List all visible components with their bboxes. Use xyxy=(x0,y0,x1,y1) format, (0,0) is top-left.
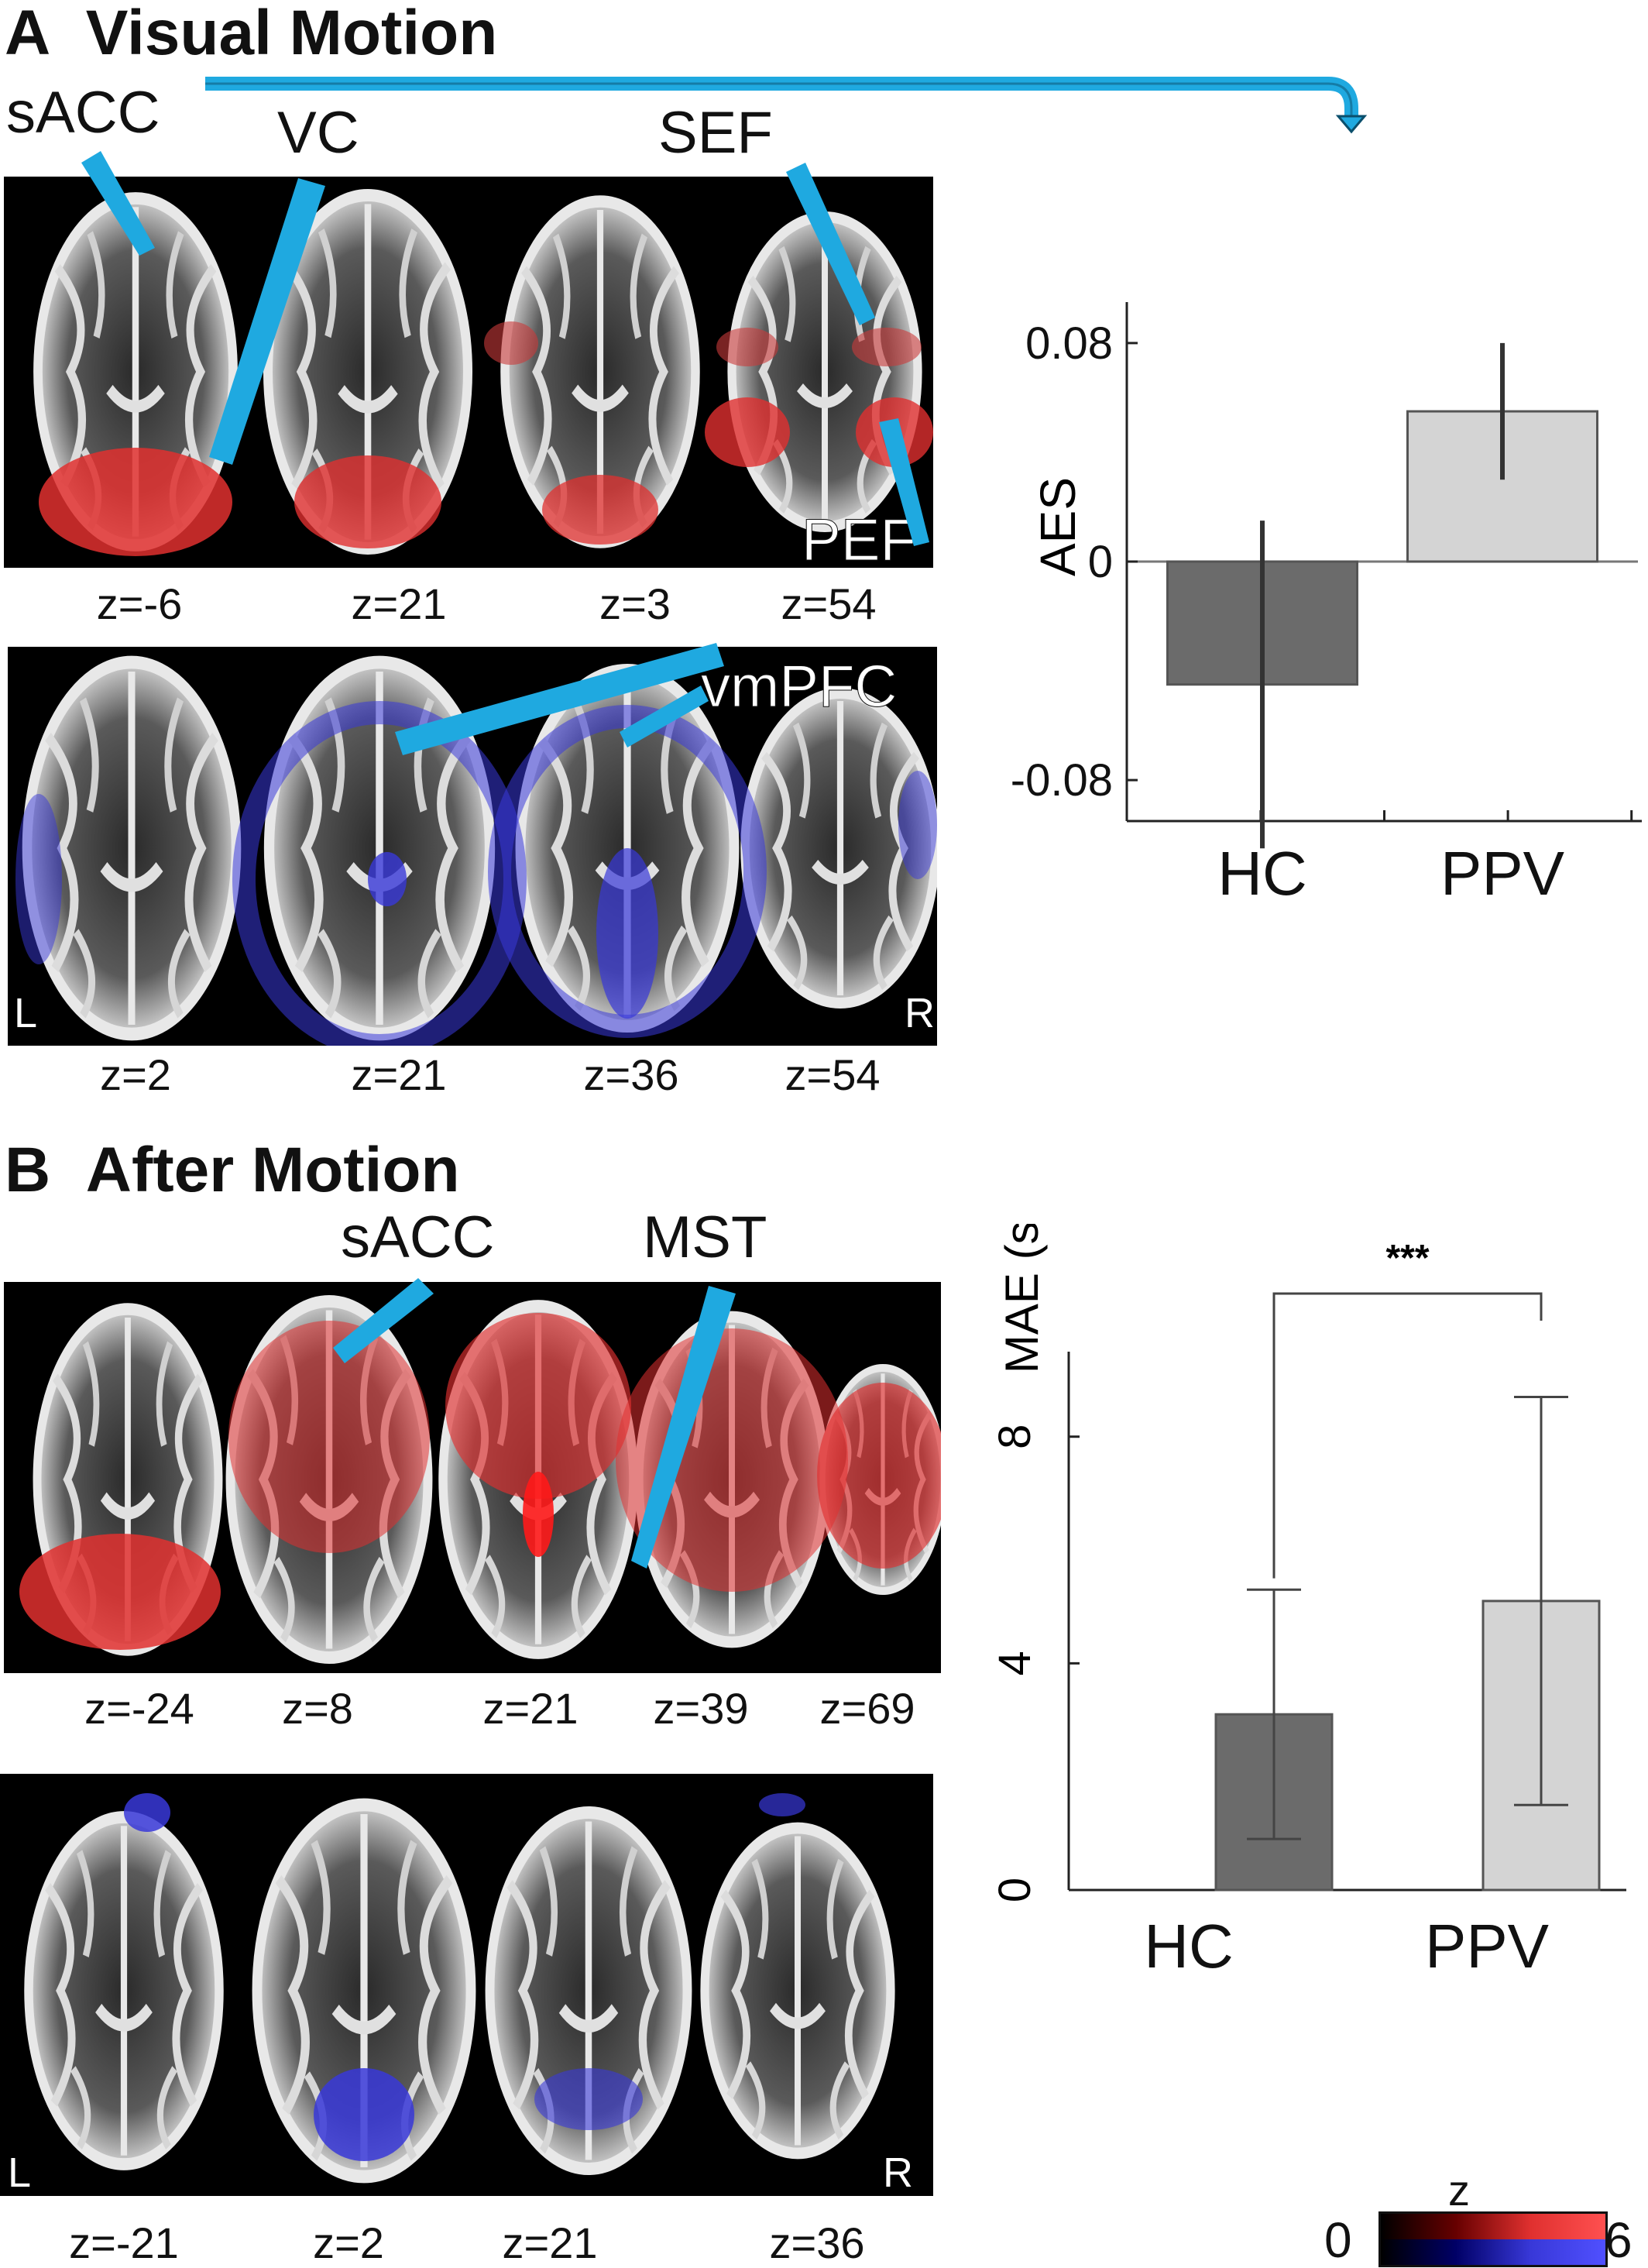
callout-vmpfc: vmPFC xyxy=(700,654,898,720)
panel-a-heading: A Visual Motion xyxy=(5,2,497,65)
z-label-b1-5: z=69 xyxy=(819,1684,915,1733)
brain-row-b2: L R xyxy=(0,1774,933,2196)
significance-bracket xyxy=(1272,1292,1543,1579)
activation-vc-2 xyxy=(294,455,441,548)
arrow-vmpfc-short xyxy=(620,686,709,747)
callout-sacc-b: sACC xyxy=(341,1204,495,1270)
activation-vc-1 xyxy=(39,448,232,556)
activation-b2-frontal xyxy=(124,1793,170,1832)
activation-b-thalamus xyxy=(523,1472,554,1557)
callout-mst: MST xyxy=(643,1204,767,1270)
orient-right-b: R xyxy=(883,2149,913,2196)
arrow-mst xyxy=(631,1286,736,1569)
colorbar-gradient xyxy=(1378,2211,1608,2267)
activation-vc-3 xyxy=(542,475,658,545)
activation-b-slice2 xyxy=(228,1321,430,1553)
arrow-sef xyxy=(786,163,875,325)
arrow-vc xyxy=(209,178,325,465)
brain-row-a1: PEF xyxy=(4,177,933,568)
orient-left-a: L xyxy=(14,990,38,1036)
colorbar-max: 6 xyxy=(1605,2212,1633,2268)
callout-vc: VC xyxy=(277,100,359,166)
z-label-b1-4: z=39 xyxy=(653,1684,749,1733)
z-label-a1-4: z=54 xyxy=(781,579,877,628)
activation-lateral-4 xyxy=(898,771,937,879)
orient-right-a: R xyxy=(905,990,935,1036)
panel-a-letter: A xyxy=(5,0,51,68)
z-label-a2-3: z=36 xyxy=(583,1050,679,1099)
activation-sef xyxy=(852,328,922,366)
brain-slices-b2 xyxy=(0,1793,933,2196)
orient-left-b: L xyxy=(8,2149,32,2196)
z-label-b2-2: z=2 xyxy=(313,2218,384,2267)
activation-b-slice3 xyxy=(445,1313,631,1499)
activation-b-cerebellum xyxy=(19,1534,221,1650)
x-tick-label-ppv: PPV xyxy=(1440,839,1565,899)
panel-b-heading: B After Motion xyxy=(5,1139,460,1202)
z-label-a1-1: z=-6 xyxy=(96,579,183,628)
brain-row-b1 xyxy=(4,1282,941,1673)
colorbar-min: 0 xyxy=(1324,2212,1352,2268)
activation-sef-l xyxy=(716,328,778,366)
activation-b2-slice3 xyxy=(534,2068,643,2130)
chart-aes: 0.08 0 -0.08 AES HC PPV xyxy=(1011,302,1642,899)
x-tick-label-hc: HC xyxy=(1217,839,1307,899)
activation-b-slice4 xyxy=(616,1328,848,1592)
z-label-b1-3: z=21 xyxy=(482,1684,579,1733)
brain-slices-a2 xyxy=(15,647,937,1046)
y-axis-label-b: MAE (s) xyxy=(996,1224,1048,1373)
x-tick-label-hc-b: HC xyxy=(1144,1912,1234,1981)
chart-mae: 0 4 8 MAE (s) HC PPV *** xyxy=(990,1224,1626,1981)
panel-b-arrows xyxy=(333,1278,736,1569)
callout-sef: SEF xyxy=(658,100,773,166)
y-axis-label-a: AES xyxy=(1030,477,1086,576)
activation-pcc xyxy=(596,848,658,1019)
z-label-a1-2: z=21 xyxy=(351,579,447,628)
arrow-sacc-b xyxy=(333,1278,434,1363)
brain-slices-a1 xyxy=(4,177,933,556)
activation-dmn-2 xyxy=(232,701,527,1046)
z-label-b1-2: z=8 xyxy=(282,1684,353,1733)
colorbar: z 0 6 xyxy=(1324,2169,1633,2268)
callout-sacc-a: sACC xyxy=(6,80,160,146)
x-tick-label-ppv-b: PPV xyxy=(1425,1912,1550,1981)
colorbar-label: z xyxy=(1448,2166,1470,2215)
y-tick-label-b: 8 xyxy=(990,1424,1040,1449)
y-tick-label-a: 0.08 xyxy=(1025,318,1113,369)
y-tick-label-a: 0 xyxy=(1088,537,1113,587)
panel-b-letter: B xyxy=(5,1135,51,1205)
z-label-b2-4: z=36 xyxy=(769,2218,865,2267)
arrow-pef xyxy=(879,418,929,546)
activation-vmpfc-2 xyxy=(368,852,407,906)
activation-b2-visual xyxy=(314,2068,414,2161)
brain-slices-b1 xyxy=(19,1282,941,1673)
activation-pef-l xyxy=(705,397,790,467)
activation-fef-l xyxy=(484,321,538,365)
z-label-a2-2: z=21 xyxy=(351,1050,447,1099)
y-tick-label-b: 4 xyxy=(990,1651,1040,1675)
activation-b2-slice4 xyxy=(759,1793,805,1816)
z-label-b1-1: z=-24 xyxy=(84,1684,194,1733)
top-bracket-arrow xyxy=(205,77,1358,116)
panel-a-arrows xyxy=(81,77,1368,755)
panel-a-title: Visual Motion xyxy=(85,0,498,68)
arrow-sacc-a xyxy=(81,151,155,256)
z-label-a2-4: z=54 xyxy=(785,1050,881,1099)
activation-lateral-1 xyxy=(15,794,62,964)
significance-label: *** xyxy=(1385,1238,1429,1279)
callout-pef: PEF xyxy=(802,507,917,568)
activation-b-slice5 xyxy=(817,1383,941,1569)
z-label-a2-1: z=2 xyxy=(100,1050,171,1099)
y-tick-label-a: -0.08 xyxy=(1011,755,1113,806)
z-label-b2-3: z=21 xyxy=(502,2218,598,2267)
activation-dmn-3 xyxy=(488,705,767,1038)
z-label-b2-1: z=-21 xyxy=(69,2218,179,2267)
y-tick-label-b: 0 xyxy=(990,1878,1040,1902)
z-label-a1-3: z=3 xyxy=(599,579,671,628)
arrow-vmpfc-long xyxy=(395,643,724,755)
panel-b-title: After Motion xyxy=(85,1135,460,1205)
top-bracket-arrowhead xyxy=(1335,115,1368,134)
